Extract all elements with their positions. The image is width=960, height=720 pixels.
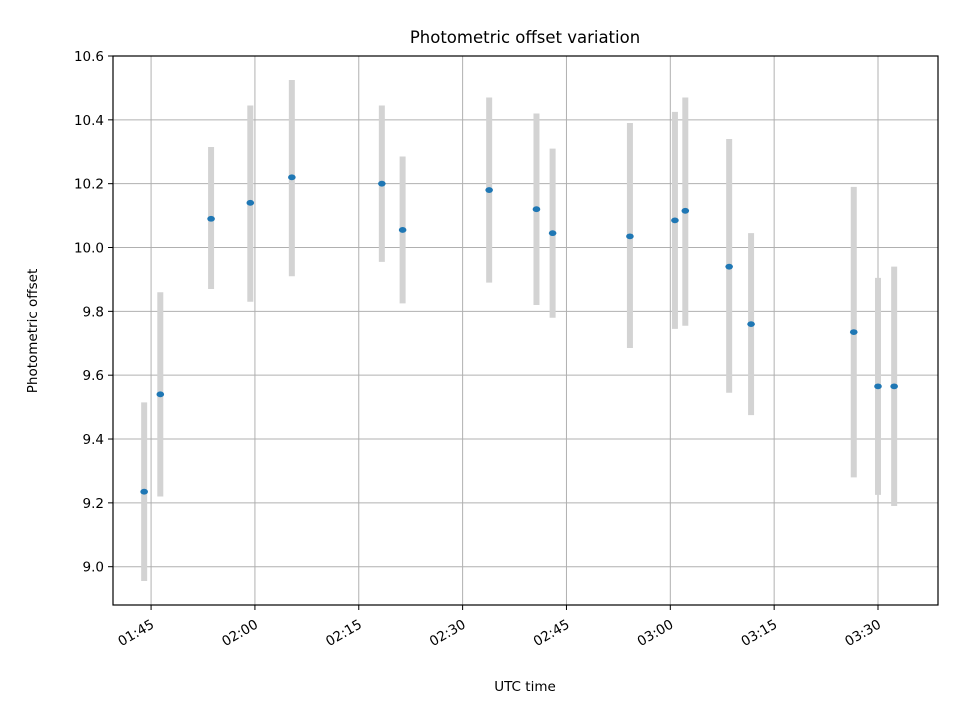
data-point — [533, 206, 541, 212]
y-tick-label: 9.0 — [83, 560, 104, 576]
data-point — [549, 230, 557, 236]
data-point — [140, 489, 148, 495]
chart-title: Photometric offset variation — [410, 28, 640, 47]
data-point — [399, 227, 407, 233]
data-point — [747, 321, 755, 327]
y-axis-label: Photometric offset — [25, 269, 41, 393]
data-point — [682, 208, 690, 214]
data-point — [207, 216, 215, 222]
y-tick-label: 9.4 — [83, 432, 104, 448]
data-point — [725, 264, 733, 270]
y-tick-label: 9.2 — [83, 496, 104, 512]
y-tick-label: 9.8 — [83, 304, 104, 320]
data-point — [626, 233, 634, 239]
data-point — [485, 187, 493, 193]
data-point — [850, 329, 858, 335]
data-point — [671, 217, 679, 223]
data-point — [890, 383, 898, 389]
data-point — [247, 200, 255, 206]
y-tick-label: 10.4 — [74, 113, 104, 129]
data-point — [288, 174, 296, 180]
y-tick-label: 9.6 — [83, 368, 104, 384]
data-point — [378, 181, 386, 187]
data-point — [157, 391, 165, 397]
y-tick-label: 10.0 — [74, 241, 104, 257]
y-tick-label: 10.6 — [74, 49, 104, 65]
x-axis-label: UTC time — [494, 679, 556, 695]
data-point — [874, 383, 882, 389]
y-tick-label: 10.2 — [74, 177, 104, 193]
plot-area — [113, 56, 938, 605]
